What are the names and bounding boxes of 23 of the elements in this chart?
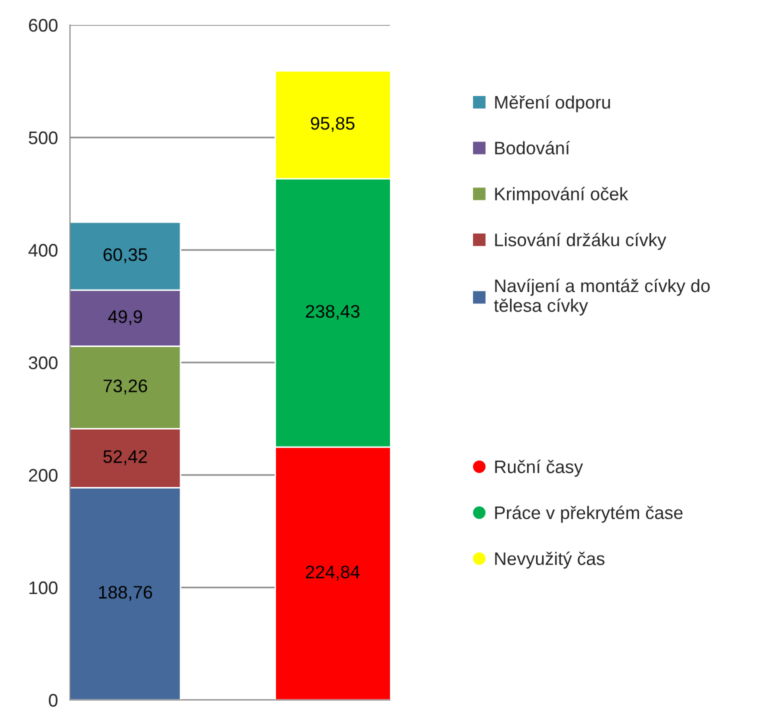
y-tick-label: 200 <box>28 468 58 482</box>
data-label: 49,9 <box>108 310 142 326</box>
legend-label: Nevyužitý čas <box>495 552 604 569</box>
legend-label: Práce v překrytém čase <box>495 506 683 523</box>
y-tick-label: 300 <box>28 356 58 370</box>
legend-label: Navíjení a montáž cívky do tělesa cívky <box>494 278 710 316</box>
data-label: 188,76 <box>99 586 152 601</box>
data-label: 52,42 <box>103 450 147 466</box>
data-label: 238,43 <box>306 305 360 320</box>
y-tick-label: 100 <box>29 581 58 594</box>
y-tick-label: 600 <box>28 18 58 32</box>
data-label: 73,26 <box>104 380 148 394</box>
legend-label: Měření odporu <box>495 95 610 112</box>
legend-label: Lisování držáku cívky <box>495 232 666 250</box>
legend-label: Krimpování oček <box>495 186 628 204</box>
y-tick-label: 500 <box>28 131 58 144</box>
data-label: 60,35 <box>104 248 148 264</box>
legend-label: Bodování <box>495 140 570 154</box>
data-label: 95,85 <box>310 116 354 132</box>
y-tick-label: 0 <box>48 694 58 707</box>
legend-label: Ruční časy <box>495 460 583 477</box>
y-tick-label: 400 <box>28 244 58 257</box>
data-label: 224,84 <box>306 566 360 581</box>
